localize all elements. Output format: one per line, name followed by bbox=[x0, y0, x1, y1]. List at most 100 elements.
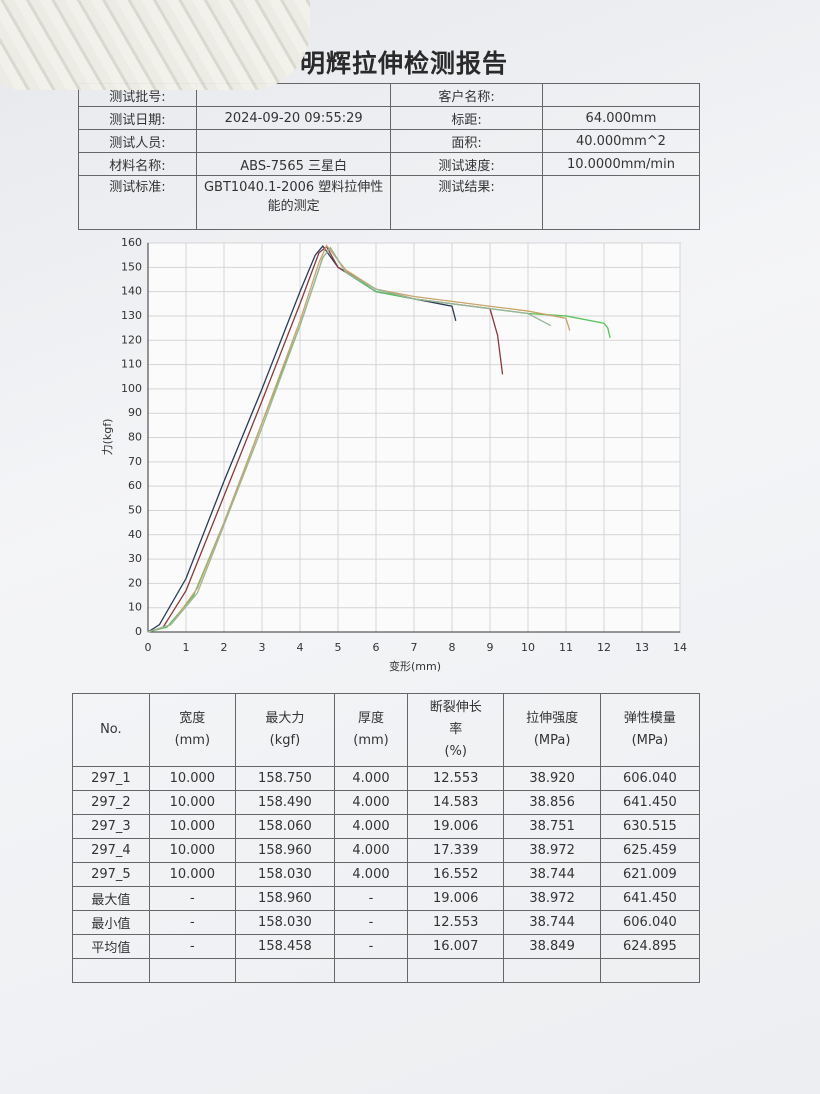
data-cell: 297_5 bbox=[72, 862, 150, 887]
data-row: 297_1 10.000 158.750 4.000 12.553 38.920 606.0… bbox=[72, 766, 701, 791]
y-tick-label: 70 bbox=[128, 455, 142, 468]
data-cell: 10.000 bbox=[148, 862, 236, 887]
data-cell: 621.009 bbox=[599, 862, 701, 887]
data-cell: 158.458 bbox=[234, 934, 336, 959]
y-tick-label: 40 bbox=[128, 528, 142, 541]
data-cell: 158.030 bbox=[234, 910, 336, 935]
info-cell: 测试结果: bbox=[390, 175, 543, 230]
data-cell: 38.744 bbox=[503, 862, 601, 887]
x-tick-label: 12 bbox=[597, 641, 611, 654]
empty-row bbox=[72, 958, 701, 983]
y-tick-label: 140 bbox=[121, 285, 142, 298]
x-tick-label: 13 bbox=[635, 641, 649, 654]
header-line: 弹性模量 bbox=[623, 711, 676, 726]
data-row: 297_5 10.000 158.030 4.000 16.552 38.744 621.0… bbox=[72, 862, 701, 887]
info-table: 测试批号: 客户名称: 测试日期: 2024-09-20 09:55:29 标距: 64.… bbox=[78, 83, 701, 230]
empty-cell bbox=[503, 958, 601, 983]
chart: 0102030405060708090100110120130140150160… bbox=[101, 236, 687, 673]
data-cell: 297_2 bbox=[72, 790, 150, 815]
data-cell: 19.006 bbox=[407, 886, 505, 911]
header-row: No. 宽度 (mm) 最大力 (kgf) 厚度 (mm) 断裂伸长率 (%) 拉伸强度 (MPa)… bbox=[72, 693, 701, 767]
data-cell: 606.040 bbox=[599, 910, 701, 935]
data-cell: 624.895 bbox=[599, 934, 701, 959]
y-tick-label: 50 bbox=[128, 503, 142, 516]
data-cell: 158.960 bbox=[234, 838, 336, 863]
x-tick-label: 4 bbox=[297, 641, 304, 654]
data-cell: - bbox=[148, 910, 236, 935]
data-cell: 297_3 bbox=[72, 814, 150, 839]
info-cell: GBT1040.1-2006 塑料拉伸性能的测定 bbox=[195, 175, 392, 230]
header-cell: 拉伸强度 (MPa) bbox=[503, 693, 601, 767]
series-line bbox=[147, 246, 552, 633]
data-cell: 297_4 bbox=[72, 838, 150, 863]
info-row: 测试批号: 客户名称: bbox=[78, 83, 701, 107]
data-cell: 17.339 bbox=[407, 838, 505, 863]
data-cell: 38.751 bbox=[503, 814, 601, 839]
data-cell: 158.960 bbox=[234, 886, 336, 911]
empty-cell bbox=[599, 958, 701, 983]
header-line: (mm) bbox=[174, 733, 211, 748]
data-cell: 38.920 bbox=[503, 766, 601, 791]
pellet-bag bbox=[0, 0, 310, 90]
data-cell: 10.000 bbox=[148, 766, 236, 791]
header-line: (mm) bbox=[353, 733, 389, 748]
header-cell: 断裂伸长率 (%) bbox=[407, 693, 505, 767]
data-cell: 平均值 bbox=[72, 934, 150, 959]
info-cell: 面积: bbox=[390, 129, 543, 153]
data-cell: 38.856 bbox=[503, 790, 601, 815]
info-row: 测试标准: GBT1040.1-2006 塑料拉伸性能的测定 测试结果: bbox=[78, 175, 701, 230]
x-tick-label: 2 bbox=[221, 641, 228, 654]
empty-cell bbox=[148, 958, 236, 983]
data-cell: 606.040 bbox=[599, 766, 701, 791]
data-cell: 10.000 bbox=[148, 790, 236, 815]
header-line: (MPa) bbox=[533, 733, 571, 748]
y-tick-label: 100 bbox=[121, 382, 142, 395]
y-tick-label: 160 bbox=[121, 236, 142, 249]
data-cell: 10.000 bbox=[148, 838, 236, 863]
data-cell: 最大值 bbox=[72, 886, 150, 911]
data-cell: 16.552 bbox=[407, 862, 505, 887]
data-cell: 38.972 bbox=[503, 886, 601, 911]
data-row: 297_2 10.000 158.490 4.000 14.583 38.856 641.4… bbox=[72, 790, 701, 815]
y-tick-label: 110 bbox=[121, 358, 142, 371]
y-tick-label: 90 bbox=[128, 406, 142, 419]
data-cell: 625.459 bbox=[599, 838, 701, 863]
data-cell: 4.000 bbox=[334, 766, 409, 791]
data-cell: 4.000 bbox=[334, 814, 409, 839]
info-cell: 材料名称: bbox=[78, 152, 197, 176]
y-tick-label: 30 bbox=[128, 552, 142, 565]
series-line bbox=[147, 244, 457, 633]
data-cell: 12.553 bbox=[407, 910, 505, 935]
data-cell: 158.060 bbox=[234, 814, 336, 839]
y-tick-label: 120 bbox=[121, 333, 142, 346]
empty-cell bbox=[72, 958, 150, 983]
data-cell: 38.972 bbox=[503, 838, 601, 863]
data-cell: - bbox=[148, 934, 236, 959]
x-tick-label: 9 bbox=[487, 641, 494, 654]
header-line: No. bbox=[100, 722, 122, 737]
header-cell: 厚度 (mm) bbox=[334, 693, 409, 767]
y-tick-label: 0 bbox=[135, 625, 142, 638]
header-line: 拉伸强度 bbox=[526, 711, 579, 726]
data-cell: 297_1 bbox=[72, 766, 150, 791]
data-cell: 158.750 bbox=[234, 766, 336, 791]
header-line: 厚度 bbox=[358, 711, 385, 726]
y-tick-label: 150 bbox=[121, 260, 142, 273]
y-tick-label: 130 bbox=[121, 309, 142, 322]
x-tick-label: 5 bbox=[335, 641, 342, 654]
results-table: No. 宽度 (mm) 最大力 (kgf) 厚度 (mm) 断裂伸长率 (%) 拉伸强度 (MPa)… bbox=[72, 693, 701, 983]
data-cell: 641.450 bbox=[599, 886, 701, 911]
data-row: 最大值 -158.960-19.006 38.972 641.450 bbox=[72, 886, 701, 911]
empty-cell bbox=[407, 958, 505, 983]
header-line: (MPa) bbox=[631, 733, 669, 748]
header-line: 断裂伸长 bbox=[429, 700, 482, 715]
data-cell: 158.030 bbox=[234, 862, 336, 887]
x-tick-label: 7 bbox=[411, 641, 418, 654]
data-cell: 38.849 bbox=[503, 934, 601, 959]
data-cell: - bbox=[148, 886, 236, 911]
x-tick-label: 14 bbox=[673, 641, 687, 654]
header-cell: 最大力 (kgf) bbox=[234, 693, 336, 767]
info-cell bbox=[541, 175, 701, 230]
data-row: 297_4 10.000 158.960 4.000 17.339 38.972 625.4… bbox=[72, 838, 701, 863]
header-line: 宽度 bbox=[179, 711, 206, 726]
